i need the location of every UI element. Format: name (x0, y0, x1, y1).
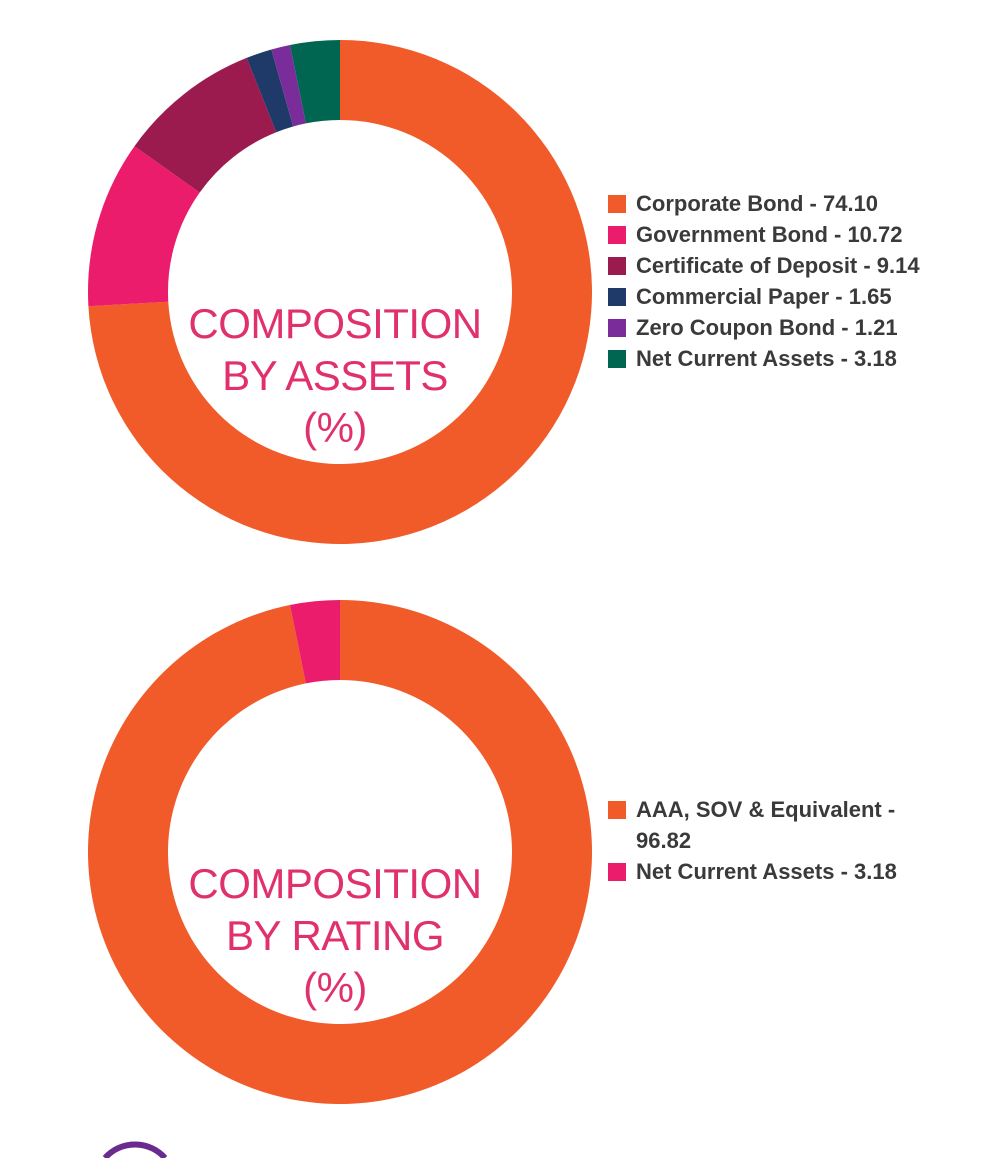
slice-certificate-of-deposit (134, 57, 277, 193)
assets-title-line-1: COMPOSITION (188, 300, 482, 347)
legend-label: Net Current Assets - 3.18 (636, 859, 897, 884)
legend-item-corporate-bond: Corporate Bond - 74.10 (608, 188, 988, 219)
legend-swatch (608, 195, 626, 213)
slice-zero-coupon-bond (271, 45, 306, 127)
assets-title-line-3: (%) (303, 404, 367, 451)
legend-label: Government Bond - 10.72 (636, 222, 903, 247)
slice-commercial-paper (246, 49, 294, 133)
decorative-arc (102, 1141, 168, 1158)
legend-item-commercial-paper: Commercial Paper - 1.65 (608, 281, 988, 312)
legend-label: AAA, SOV & Equivalent - 96.82 (636, 797, 896, 853)
legend-label: Zero Coupon Bond - 1.21 (636, 315, 898, 340)
legend-swatch (608, 288, 626, 306)
rating-title-line-1: COMPOSITION (188, 860, 482, 907)
legend-swatch (608, 350, 626, 368)
legend-item-certificate-of-deposit: Certificate of Deposit - 9.14 (608, 250, 988, 281)
rating-donut-chart (87, 600, 592, 1104)
legend-item-net-current-assets: Net Current Assets - 3.18 (608, 856, 988, 887)
legend-item-zero-coupon-bond: Zero Coupon Bond - 1.21 (608, 312, 988, 343)
legend-label: Certificate of Deposit - 9.14 (636, 253, 920, 278)
legend-swatch (608, 801, 626, 819)
rating-title-line-2: BY RATING (226, 912, 445, 959)
legend-label: Net Current Assets - 3.18 (636, 346, 897, 371)
legend-label: Commercial Paper - 1.65 (636, 284, 892, 309)
legend-item-aaa-sov-equivalent: AAA, SOV & Equivalent - 96.82 (608, 794, 936, 856)
assets-donut-chart (87, 40, 593, 544)
assets-chart-title: COMPOSITION BY ASSETS (%) (150, 298, 520, 454)
slice-aaa-sov-and-equivalent (87, 600, 592, 1104)
legend-swatch (608, 226, 626, 244)
composition-by-rating-chart: COMPOSITION BY RATING (%) AAA, SOV & Equ… (0, 592, 997, 1112)
slice-net-current-assets (289, 40, 340, 124)
legend-item-government-bond: Government Bond - 10.72 (608, 219, 988, 250)
rating-chart-title: COMPOSITION BY RATING (%) (150, 858, 520, 1014)
legend-swatch (608, 863, 626, 881)
slice-net-current-assets (289, 600, 340, 684)
slice-corporate-bond (88, 40, 593, 544)
slice-government-bond (87, 146, 200, 307)
legend-item-net-current-assets: Net Current Assets - 3.18 (608, 343, 988, 374)
legend-swatch (608, 257, 626, 275)
legend-label: Corporate Bond - 74.10 (636, 191, 879, 216)
rating-legend: AAA, SOV & Equivalent - 96.82 Net Curren… (608, 794, 988, 887)
legend-swatch (608, 319, 626, 337)
composition-by-assets-chart: COMPOSITION BY ASSETS (%) Corporate Bond… (0, 32, 997, 552)
assets-title-line-2: BY ASSETS (222, 352, 448, 399)
assets-legend: Corporate Bond - 74.10 Government Bond -… (608, 188, 988, 374)
rating-title-line-3: (%) (303, 964, 367, 1011)
